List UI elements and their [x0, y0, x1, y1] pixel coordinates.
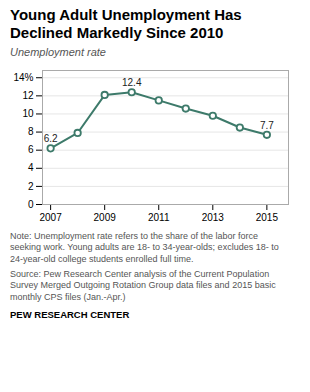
svg-text:8: 8 [28, 126, 34, 137]
svg-text:7.7: 7.7 [260, 119, 274, 130]
svg-text:6: 6 [28, 144, 34, 155]
svg-text:12: 12 [22, 90, 34, 101]
html-text:Source: Pew Research Center an: Source: Pew Research Center analysis of … [10, 268, 276, 302]
html-text:PEW RESEARCH CENTER: PEW RESEARCH CENTER [10, 308, 130, 320]
svg-text:2009: 2009 [94, 211, 117, 222]
html-text:Young Adult Unemployment Has D: Young Adult Unemployment Has Declined Ma… [10, 6, 242, 42]
html-text:Note: Unemployment rate refers: Note: Unemployment rate refers to the sh… [10, 230, 279, 264]
svg-text:4: 4 [28, 162, 34, 173]
svg-text:0: 0 [28, 198, 34, 209]
svg-text:2013: 2013 [202, 211, 225, 222]
svg-text:2007: 2007 [39, 211, 62, 222]
svg-text:6.2: 6.2 [44, 133, 58, 144]
svg-text:2: 2 [28, 180, 34, 191]
svg-text:14%: 14% [13, 72, 33, 83]
svg-text:12.4: 12.4 [122, 77, 142, 88]
svg-text:2015: 2015 [256, 211, 279, 222]
svg-text:10: 10 [22, 108, 34, 119]
html-text:Unemployment rate: Unemployment rate [10, 45, 106, 58]
svg-text:2011: 2011 [148, 211, 170, 222]
